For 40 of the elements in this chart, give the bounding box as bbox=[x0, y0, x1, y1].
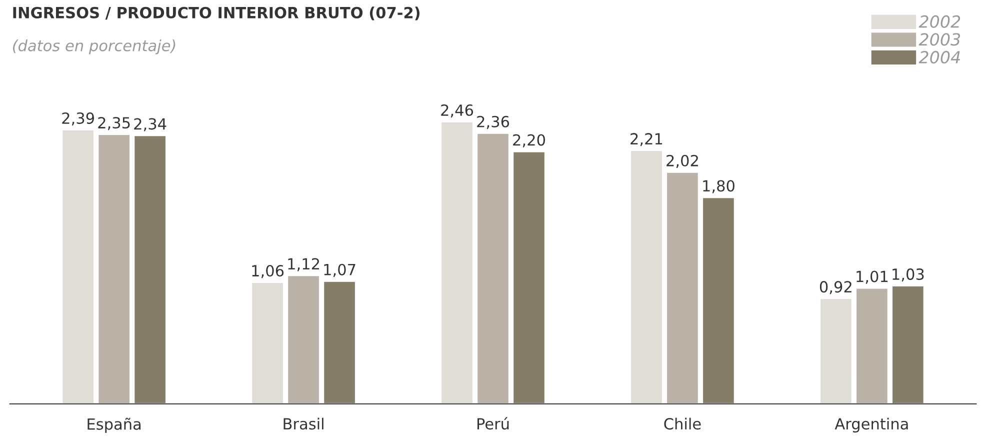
x-tick-label: Argentina bbox=[834, 418, 908, 433]
data-label: 1,03 bbox=[892, 268, 924, 282]
bar bbox=[286, 274, 320, 404]
legend-label: 2003 bbox=[918, 33, 960, 46]
bar bbox=[666, 171, 700, 404]
data-label: 1,80 bbox=[703, 180, 734, 194]
data-label: 2,35 bbox=[98, 116, 130, 130]
data-label: 2,02 bbox=[666, 154, 698, 168]
data-label: 2,36 bbox=[477, 116, 510, 129]
x-tick-label: Brasil bbox=[284, 418, 324, 430]
bar bbox=[250, 282, 284, 404]
legend-label: 2002 bbox=[918, 15, 960, 28]
legend-label: 2004 bbox=[918, 50, 960, 64]
bar bbox=[133, 134, 167, 404]
bar bbox=[630, 150, 664, 404]
data-label: 2,39 bbox=[62, 112, 94, 126]
bar bbox=[819, 298, 853, 404]
data-label: 2,46 bbox=[441, 104, 474, 118]
chart-title: INGRESOS / PRODUCTO INTERIOR BRUTO (07-2) bbox=[13, 6, 420, 20]
bar bbox=[855, 287, 889, 404]
data-label: 2,20 bbox=[513, 134, 545, 148]
data-label: 1,12 bbox=[288, 258, 320, 272]
data-label: 2,34 bbox=[134, 118, 166, 132]
bar bbox=[322, 280, 356, 404]
bar bbox=[512, 150, 546, 404]
bar bbox=[440, 120, 474, 404]
data-label: 2,21 bbox=[630, 133, 662, 146]
data-label: 1,06 bbox=[252, 264, 284, 278]
x-tick-label: Chile bbox=[664, 418, 701, 430]
bar bbox=[476, 132, 510, 404]
data-label: 1,01 bbox=[856, 270, 888, 284]
bar bbox=[61, 129, 95, 404]
data-label: 0,92 bbox=[820, 281, 852, 294]
bar bbox=[891, 285, 925, 404]
bar bbox=[702, 196, 736, 404]
data-label: 1,07 bbox=[324, 264, 356, 277]
x-tick-label: España bbox=[88, 418, 141, 433]
bar bbox=[97, 134, 131, 404]
x-tick-label: Perú bbox=[477, 417, 509, 430]
chart-subtitle: (datos en porcentaje) bbox=[13, 40, 176, 54]
